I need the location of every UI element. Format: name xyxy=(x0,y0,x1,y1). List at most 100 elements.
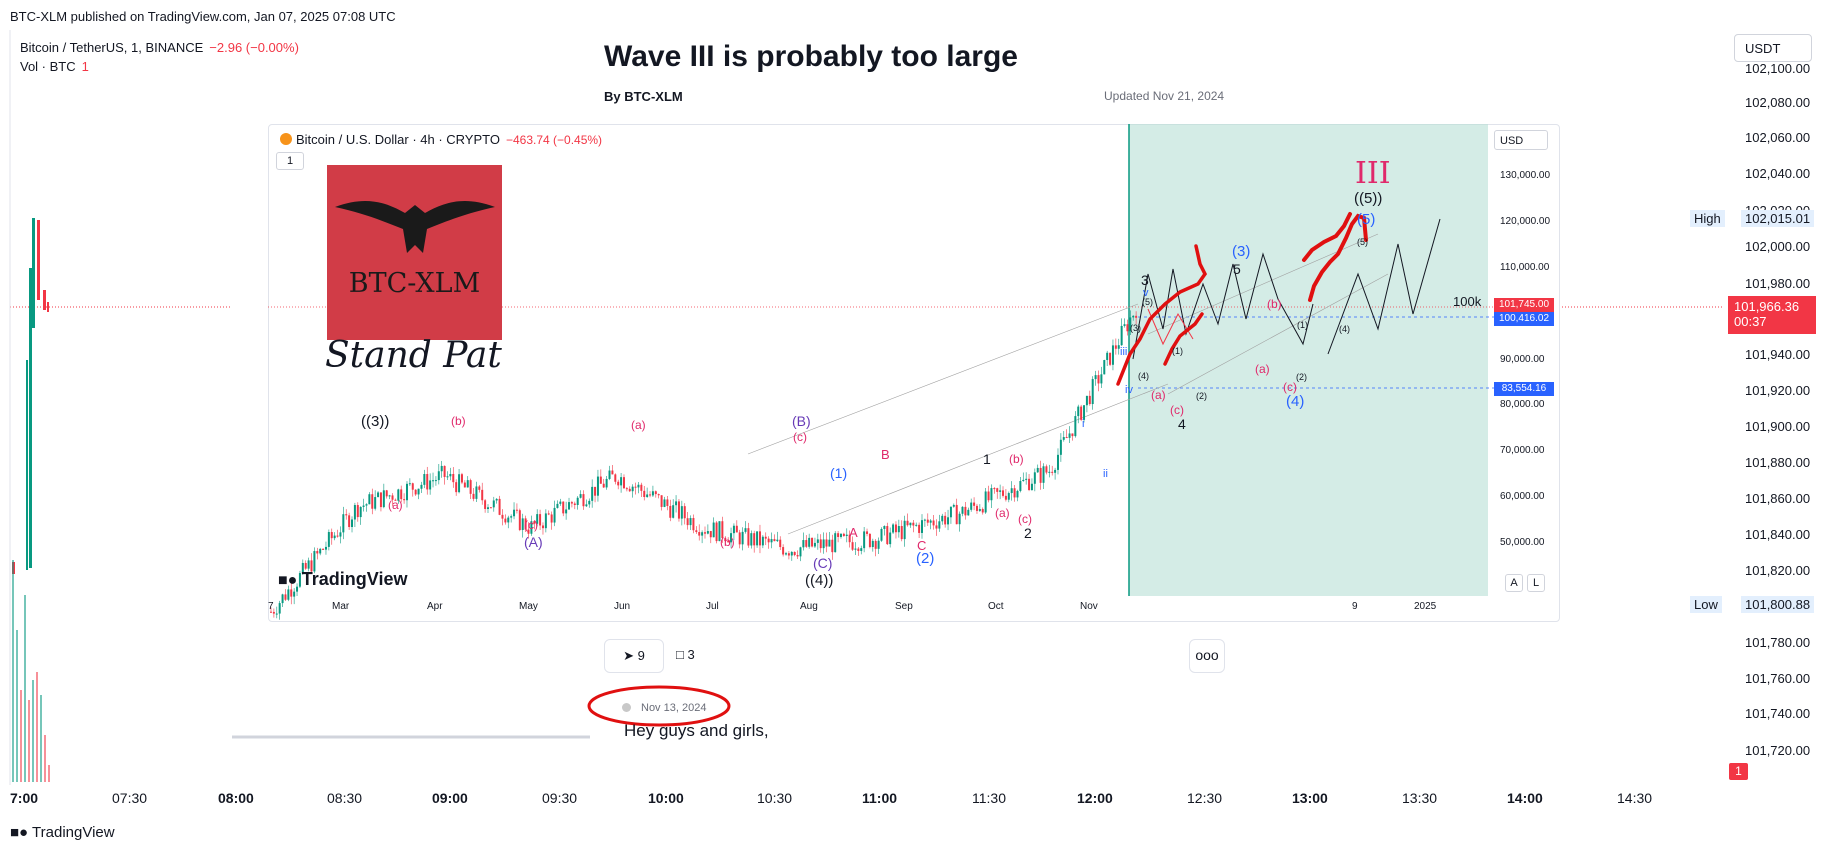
candle-body xyxy=(1022,479,1025,482)
candle-body xyxy=(1062,437,1065,440)
candle-body xyxy=(1094,375,1097,380)
candle-body xyxy=(935,525,938,529)
candle-body xyxy=(886,526,889,545)
volume-bars xyxy=(12,560,50,782)
inner-y-tick: 130,000.00 xyxy=(1500,170,1551,181)
candle-body xyxy=(541,525,544,529)
comment-count: 3 xyxy=(687,647,695,662)
candle-body xyxy=(796,555,799,557)
candle-body xyxy=(1036,467,1039,473)
x-tick: 08:00 xyxy=(218,790,254,806)
candle-body xyxy=(657,494,660,496)
wave-label: 3 xyxy=(1141,272,1149,288)
candle-body xyxy=(487,507,489,509)
candle-body xyxy=(513,509,516,517)
candle-body xyxy=(811,537,814,547)
candle-body xyxy=(452,473,455,483)
symbol-name[interactable]: Bitcoin / TetherUS, 1, BINANCE xyxy=(20,40,204,55)
candle-body xyxy=(773,539,776,542)
candle-body xyxy=(521,518,524,531)
candle-body xyxy=(952,504,955,507)
alert-badge[interactable]: 1 xyxy=(1729,763,1748,780)
x-tick: 7:00 xyxy=(10,790,39,806)
currency-button[interactable]: USDT xyxy=(1734,34,1812,62)
candle-body xyxy=(1033,472,1036,484)
candle-body xyxy=(1077,406,1080,417)
candle-body xyxy=(709,531,712,538)
candle-body xyxy=(1120,325,1123,346)
wave-label: (A) xyxy=(524,534,543,550)
candle xyxy=(47,302,49,312)
wave-label: (B) xyxy=(792,413,811,429)
candle-body xyxy=(955,504,958,525)
candle-body xyxy=(993,488,996,490)
candle-body xyxy=(547,513,550,515)
comments-button[interactable]: □ 3 xyxy=(676,639,736,671)
inner-currency-button[interactable]: USD xyxy=(1494,130,1548,150)
rocket-icon: ➤ xyxy=(623,648,635,663)
x-tick: 12:30 xyxy=(1187,790,1223,806)
candle-body xyxy=(929,520,932,523)
footer-brand[interactable]: ■● TradingView xyxy=(10,824,115,841)
candle-body xyxy=(851,542,854,550)
candle-body xyxy=(1042,466,1045,483)
candle-body xyxy=(941,515,944,522)
idea-chart-svg[interactable] xyxy=(268,124,1558,620)
candle-body xyxy=(785,553,788,555)
volume-label[interactable]: Vol · BTC xyxy=(20,59,76,74)
candle-body xyxy=(1019,481,1022,491)
candle-body xyxy=(403,499,406,501)
candle-body xyxy=(970,502,973,510)
candle-body xyxy=(758,531,761,546)
candle-body xyxy=(892,524,895,533)
y-tick: 101,760.00 xyxy=(1745,671,1811,686)
candle-body xyxy=(1051,471,1054,473)
boost-button[interactable]: ➤ 9 xyxy=(604,639,664,673)
wave-label: (5) xyxy=(1357,211,1376,228)
candle-body xyxy=(631,486,634,492)
more-options-button[interactable]: ooo xyxy=(1189,639,1225,673)
candle-body xyxy=(608,470,611,479)
candle-body xyxy=(721,521,724,539)
idea-author[interactable]: By BTC-XLM xyxy=(604,89,683,104)
candle-body xyxy=(501,514,504,519)
y-tick: 101,940.00 xyxy=(1745,347,1811,362)
x-tick: 13:30 xyxy=(1402,790,1438,806)
wave-label: (5) xyxy=(1357,237,1368,247)
candle-body xyxy=(677,501,680,519)
candle-body xyxy=(463,482,466,488)
candle-body xyxy=(348,515,351,528)
candle-body xyxy=(1010,488,1013,494)
candle-body xyxy=(432,480,435,482)
candle-body xyxy=(573,503,576,505)
candle-body xyxy=(715,522,718,542)
candle-body xyxy=(1056,454,1059,470)
candle-body xyxy=(805,540,808,547)
candle-body xyxy=(732,525,735,534)
auto-scale-button[interactable]: A xyxy=(1505,574,1523,592)
price-tag-blue: 100,416.02 xyxy=(1494,312,1554,326)
candle-body xyxy=(605,478,608,488)
candle-body xyxy=(649,494,652,496)
candle-body xyxy=(400,489,403,500)
candle-body xyxy=(727,541,730,543)
candle-body xyxy=(975,505,978,511)
candle-body xyxy=(429,480,432,490)
candle-body xyxy=(536,514,539,524)
inner-interval[interactable]: 1 xyxy=(276,152,304,170)
candle xyxy=(26,360,28,570)
wave-label: (5) xyxy=(1142,297,1153,307)
candle-body xyxy=(426,474,429,490)
wave-count-path xyxy=(1132,252,1314,360)
candle-body xyxy=(1045,466,1048,473)
candle-body xyxy=(342,514,345,533)
candle-body xyxy=(848,534,851,543)
wave-label: (4) xyxy=(1339,324,1350,334)
wave-label: 2 xyxy=(1024,525,1032,541)
idea-title[interactable]: Wave III is probably too large xyxy=(604,40,1018,73)
candle-body xyxy=(909,522,912,526)
candle-body xyxy=(799,547,802,557)
log-scale-button[interactable]: L xyxy=(1527,574,1545,592)
inner-x-tick: Oct xyxy=(988,601,1004,612)
candle-body xyxy=(602,483,605,488)
